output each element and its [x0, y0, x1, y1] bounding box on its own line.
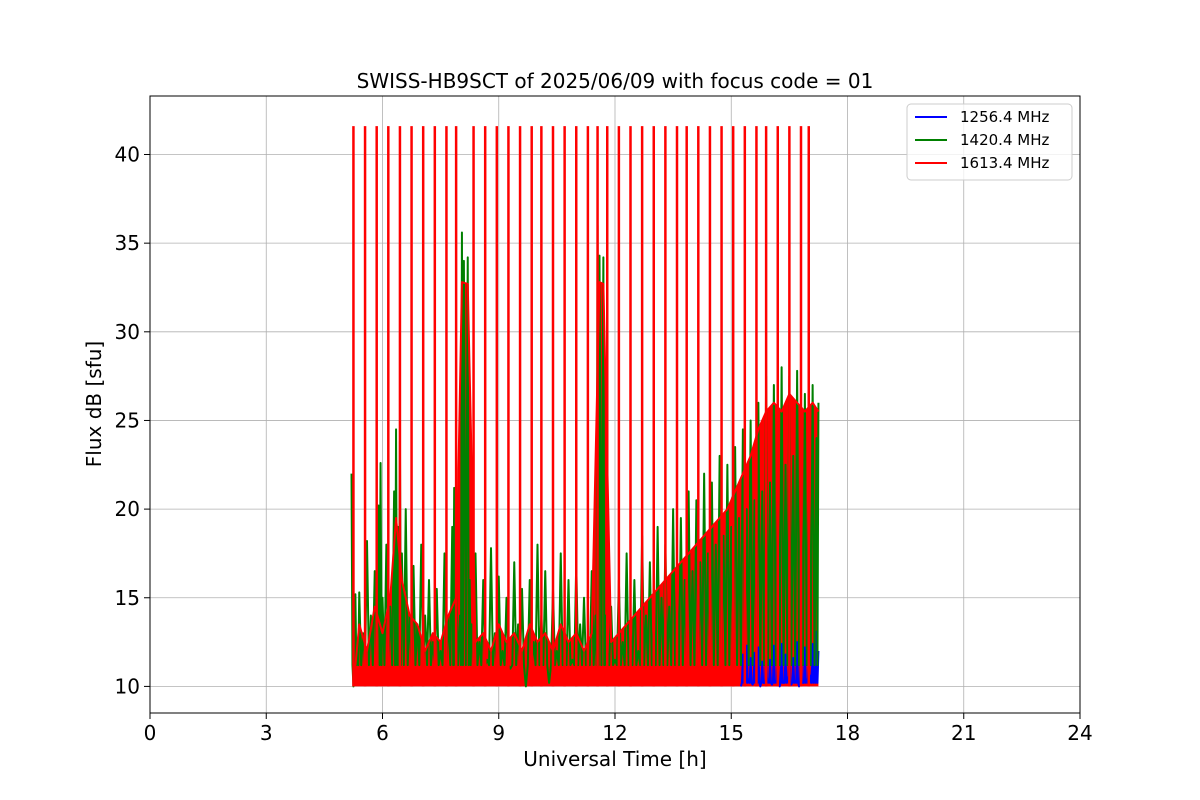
y-tick-label: 35 — [115, 231, 140, 255]
x-axis-label: Universal Time [h] — [523, 747, 706, 771]
x-tick-label: 12 — [602, 721, 627, 745]
x-tick-label: 15 — [719, 721, 744, 745]
series-line-1256 — [739, 630, 820, 688]
legend-box — [906, 103, 1073, 181]
y-tick-label: 25 — [115, 408, 140, 432]
x-tick-label: 24 — [1067, 721, 1092, 745]
legend-label: 1613.4 MHz — [960, 154, 1049, 172]
legend-label: 1256.4 MHz — [960, 108, 1049, 126]
series-line-1613 — [352, 281, 820, 687]
y-axis-ticks: 10 15 20 25 30 35 40 — [115, 143, 150, 698]
x-tick-label: 3 — [260, 721, 273, 745]
x-tick-label: 21 — [951, 721, 976, 745]
legend-label: 1420.4 MHz — [960, 131, 1049, 149]
chart-title: SWISS-HB9SCT of 2025/06/09 with focus co… — [357, 69, 874, 93]
x-tick-label: 0 — [144, 721, 157, 745]
x-tick-label: 18 — [835, 721, 860, 745]
x-axis-ticks: 0 3 6 9 12 15 18 21 24 — [144, 713, 1093, 745]
y-tick-label: 30 — [115, 320, 140, 344]
y-tick-label: 20 — [115, 497, 140, 521]
y-axis-label: Flux dB [sfu] — [82, 341, 106, 467]
x-tick-label: 6 — [376, 721, 389, 745]
y-tick-label: 10 — [115, 674, 140, 698]
y-tick-label: 15 — [115, 586, 140, 610]
legend: 1256.4 MHz 1420.4 MHz 1613.4 MHz — [906, 103, 1073, 181]
y-tick-label: 40 — [115, 143, 140, 167]
series-line-1420 — [350, 224, 820, 688]
series-lines — [350, 126, 820, 688]
x-tick-label: 9 — [492, 721, 505, 745]
